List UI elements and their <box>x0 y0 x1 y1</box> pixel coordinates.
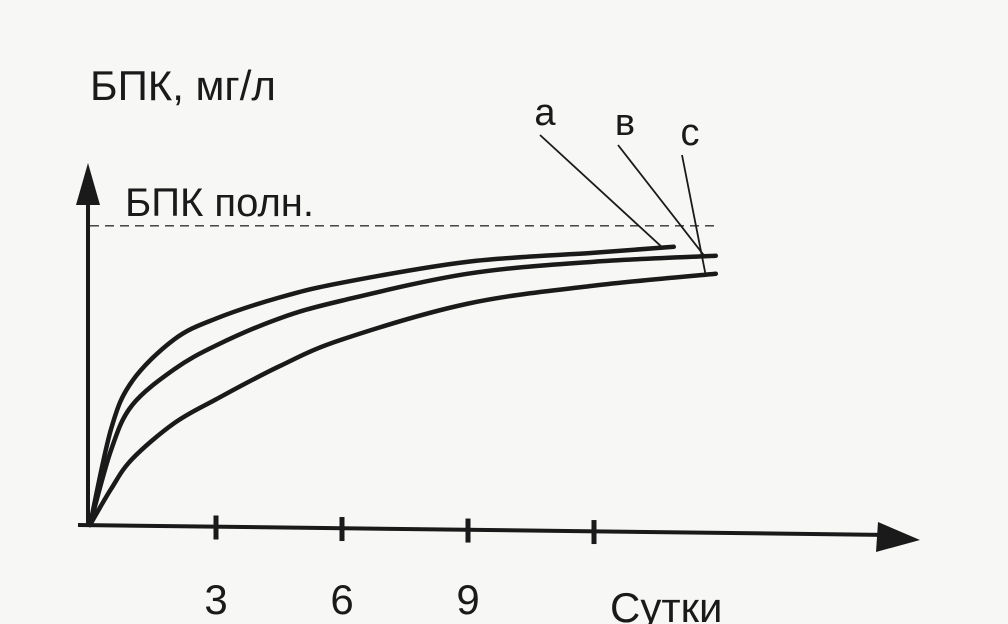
line-series <box>87 253 719 528</box>
x-tick-label: 3 <box>204 576 227 623</box>
reference-label: БПК полн. <box>125 181 314 225</box>
leader-line <box>539 134 665 250</box>
x-axis-arrow <box>876 522 920 552</box>
leader-line <box>681 154 707 276</box>
x-tick-label: 6 <box>330 576 353 623</box>
series-label: с <box>681 112 700 154</box>
line-series <box>87 271 719 528</box>
y-axis-arrow <box>76 163 100 205</box>
leader-line <box>617 144 707 259</box>
y-axis-label: БПК, мг/л <box>90 62 276 109</box>
series-label: а <box>534 92 556 134</box>
line-series <box>87 244 677 528</box>
x-axis-label: Сутки <box>610 584 722 624</box>
series-label: в <box>615 102 635 144</box>
x-axis <box>77 523 891 537</box>
x-tick-label: 9 <box>456 576 479 623</box>
